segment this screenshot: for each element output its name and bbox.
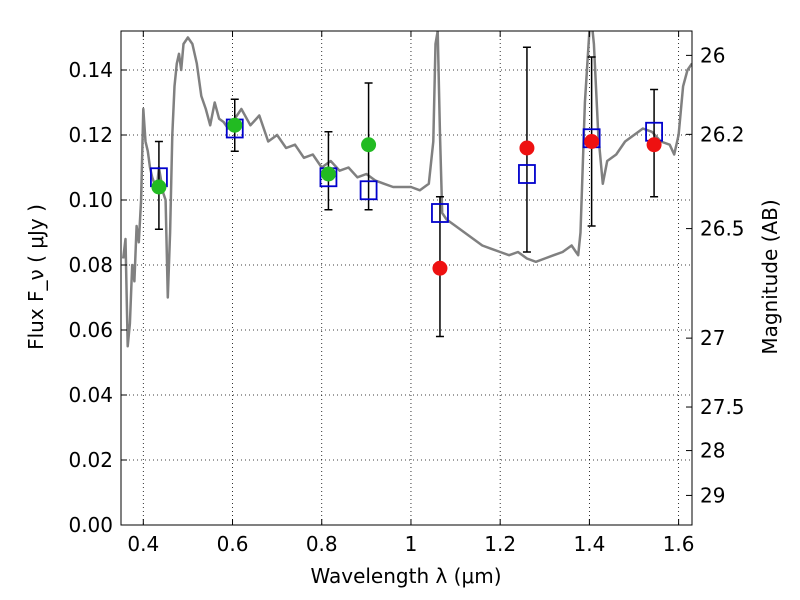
grid	[121, 31, 692, 526]
x-tick-label: 1	[405, 532, 418, 556]
x-axis-label: Wavelength λ (μm)	[310, 564, 501, 588]
y2-tick-label: 27	[700, 326, 725, 350]
hst-point	[227, 117, 243, 133]
hst-point	[320, 166, 336, 182]
y2-tick-label: 27.5	[700, 395, 745, 419]
x-tick-label: 1.2	[484, 532, 516, 556]
y2-axis-label: Magnitude (AB)	[758, 199, 782, 354]
y-tick-label: 0.04	[68, 383, 113, 407]
x-tick-label: 1.6	[663, 532, 695, 556]
x-tick-label: 0.4	[127, 532, 159, 556]
y2-tick-label: 26	[700, 43, 725, 67]
y2-axis: 26 26.2 26.5 27 27.5 28 29	[686, 43, 745, 507]
x-axis: 0.4 0.6 0.8 1 1.2 1.4 1.6	[127, 31, 695, 556]
y2-tick-label: 26.2	[700, 122, 745, 146]
y2-tick-label: 26.5	[700, 217, 745, 241]
ir-point	[519, 140, 535, 156]
y2-tick-label: 28	[700, 439, 725, 463]
y-tick-label: 0.08	[68, 253, 113, 277]
y-axis-label: Flux F_ν ( μJy )	[24, 204, 48, 350]
y-tick-label: 0.00	[68, 513, 113, 537]
y-tick-label: 0.12	[68, 123, 113, 147]
plot-frame	[120, 30, 693, 526]
ir-point	[432, 260, 448, 276]
photometry-series	[151, 117, 662, 276]
y-tick-label: 0.02	[68, 448, 113, 472]
x-tick-label: 0.6	[217, 532, 249, 556]
model-box	[431, 203, 449, 223]
model-box	[518, 164, 536, 184]
sed-series	[121, 31, 692, 348]
sed-line	[121, 31, 692, 348]
y-axis: 0.00 0.02 0.04 0.06 0.08 0.10 0.12 0.14	[68, 58, 127, 537]
ir-point	[584, 134, 600, 149]
hst-point	[151, 179, 167, 195]
y-tick-label: 0.10	[68, 188, 113, 212]
x-tick-label: 0.8	[306, 532, 338, 556]
y2-tick-label: 29	[700, 483, 725, 507]
ir-point	[646, 137, 662, 153]
x-tick-label: 1.4	[573, 532, 605, 556]
hst-point	[361, 137, 377, 153]
y-tick-label: 0.14	[68, 58, 113, 82]
model-box	[359, 180, 378, 201]
y-tick-label: 0.06	[68, 318, 113, 342]
